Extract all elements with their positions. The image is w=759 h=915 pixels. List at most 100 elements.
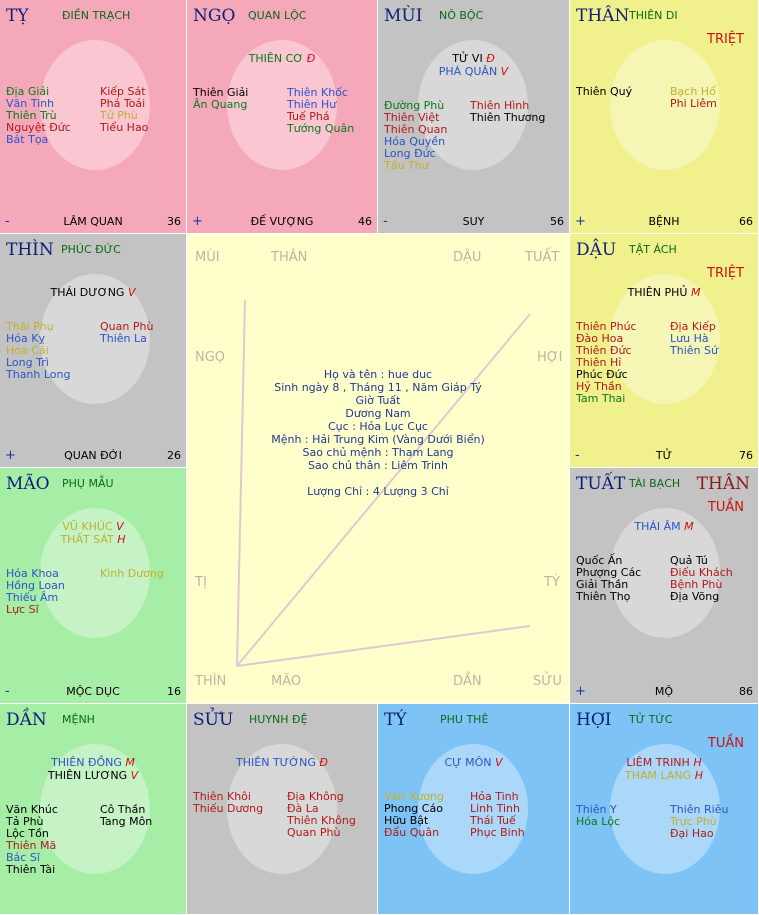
main-stars: LIÊM TRINH H THAM LANG H xyxy=(570,756,758,782)
minor-star: Thiên Đức xyxy=(576,344,632,357)
minor-star: Thiên Quan xyxy=(384,123,448,136)
minor-star: Phong Cáo xyxy=(384,802,443,815)
minor-star: Thanh Long xyxy=(6,368,71,381)
minor-star: Thiên Khôi xyxy=(193,790,251,803)
age-range: 86 xyxy=(739,685,753,698)
minor-star: Địa Võng xyxy=(670,590,720,603)
main-stars: THÁI ÂM M xyxy=(570,520,758,533)
minor-stars-right: Bạch Hổ Phi Liêm xyxy=(670,86,717,110)
animal-illustration xyxy=(610,40,720,170)
main-star-name: THÁI ÂM xyxy=(634,520,681,533)
minor-star: Trực Phù xyxy=(670,815,717,828)
minor-stars-left: Quốc Ấn Phượng Các Giải Thần Thiên Thọ xyxy=(576,555,641,603)
palace-footer: - LÂM QUAN 36 xyxy=(0,214,186,229)
void-tag: TRIỆT xyxy=(707,32,744,47)
main-stars: THIÊN TƯỚNG Đ xyxy=(187,756,377,769)
minor-star: Quan Phù xyxy=(287,826,341,839)
main-star-name: THIÊN LƯƠNG xyxy=(47,769,128,782)
minor-star: Hỷ Thần xyxy=(576,380,622,393)
minor-stars-right: Thiên Riêu Trực Phù Đại Hao xyxy=(670,804,728,840)
center-label-suu: SỬU xyxy=(533,674,562,689)
minor-star: Đà La xyxy=(287,802,319,815)
palace-suu: SỬU HUYNH ĐỆ THIÊN TƯỚNG Đ Thiên Khôi Thiếu … xyxy=(187,704,378,915)
info-luong-chi: Lượng Chỉ : 4 Lượng 3 Chỉ xyxy=(307,485,449,498)
main-star-name: VŨ KHÚC xyxy=(62,520,113,533)
minor-star: Thiếu Dương xyxy=(193,802,264,815)
main-star: THIÊN TƯỚNG Đ xyxy=(187,756,377,769)
minor-star: Hóa Lộc xyxy=(576,815,621,828)
main-star-quality: M xyxy=(690,286,701,299)
minor-star: Thiên Phúc xyxy=(576,320,637,333)
minor-star: Bác Sĩ xyxy=(6,851,40,864)
age-range: 46 xyxy=(358,215,372,228)
minor-star: Thái Phụ xyxy=(6,320,54,333)
minor-stars-left: Thiên Khôi Thiếu Dương xyxy=(193,791,263,815)
minor-star: Phục Binh xyxy=(470,826,525,839)
main-star-quality: H xyxy=(693,756,702,769)
earthly-branch-label: DẦN xyxy=(6,710,47,730)
palace-footer: - MỘC DỤC 16 xyxy=(0,684,186,699)
palace-footer: - TỬ 76 xyxy=(570,448,758,463)
main-stars: CỰ MÔN V xyxy=(378,756,569,769)
animal-illustration xyxy=(418,744,528,874)
yin-yang-sign: + xyxy=(192,214,203,229)
main-star: TỬ VI Đ xyxy=(378,52,569,65)
main-star-quality: Đ xyxy=(319,756,328,769)
minor-star: Tiểu Hao xyxy=(100,121,149,134)
life-stage: LÂM QUAN xyxy=(63,215,123,228)
main-star-quality: H xyxy=(117,533,126,546)
animal-illustration xyxy=(40,40,150,170)
minor-star: Thiên Việt xyxy=(384,111,440,124)
animal-illustration xyxy=(610,744,720,874)
center-info-panel: MÙI THÂN DẬU TUẤT NGỌ HỢI TỊ TÝ THÌN MÃO… xyxy=(187,234,570,704)
minor-stars-right: Quan Phù Thiên La xyxy=(100,321,153,345)
center-label-mao: MÃO xyxy=(271,674,302,689)
center-label-hoi: HỢI xyxy=(537,350,563,365)
main-star: CỰ MÔN V xyxy=(378,756,569,769)
palace-name: THIÊN DI xyxy=(629,9,678,22)
minor-star: Hóa Quyền xyxy=(384,135,446,148)
yin-yang-sign: - xyxy=(5,684,10,699)
minor-star: Long Trì xyxy=(6,356,49,369)
info-name: Họ và tên : hue duc xyxy=(323,368,433,381)
minor-star: Quốc Ấn xyxy=(576,554,623,567)
minor-star: Bạch Hổ xyxy=(670,85,716,98)
main-star: THAM LANG H xyxy=(570,769,758,782)
minor-stars-right: Hỏa Tinh Linh Tinh Thái Tuế Phục Binh xyxy=(470,791,525,839)
yin-yang-sign: + xyxy=(575,684,586,699)
minor-stars-right: Quả Tú Điếu Khách Bệnh Phù Địa Võng xyxy=(670,555,733,603)
main-star-quality: V xyxy=(494,756,503,769)
minor-star: Văn Khúc xyxy=(6,803,58,816)
minor-star: Thiên Mã xyxy=(6,839,57,852)
minor-star: Phá Toái xyxy=(100,97,146,110)
minor-star: Hóa Kỵ xyxy=(6,332,45,345)
minor-star: Hồng Loan xyxy=(6,579,65,592)
info-birth-hour: Giờ Tuất xyxy=(355,394,401,407)
main-star: THIÊN LƯƠNG V xyxy=(0,769,186,782)
earthly-branch-label: HỢI xyxy=(576,710,612,730)
minor-star: Văn Tinh xyxy=(6,97,55,110)
minor-stars-right: Thiên Khốc Thiên Hư Tuế Phá Tướng Quân xyxy=(287,87,354,135)
center-label-thin: THÌN xyxy=(195,674,227,689)
life-stage: QUAN ĐỚI xyxy=(64,449,122,462)
main-star-quality: H xyxy=(694,769,703,782)
animal-illustration xyxy=(40,274,150,404)
palace-footer: + MỘ 86 xyxy=(570,684,758,699)
palace-dan: DẦN MỆNH THIÊN ĐỒNG M THIÊN LƯƠNG V Văn Khúc… xyxy=(0,704,187,915)
age-range: 66 xyxy=(739,215,753,228)
minor-star: Kiếp Sát xyxy=(100,85,146,98)
age-range: 26 xyxy=(167,449,181,462)
main-stars: THIÊN CƠ Đ xyxy=(187,52,377,65)
life-stage: TỬ xyxy=(655,449,673,462)
yin-yang-sign: + xyxy=(575,214,586,229)
main-star: THIÊN ĐỒNG M xyxy=(0,756,186,769)
center-label-ngo: NGỌ xyxy=(195,350,226,365)
main-star: VŨ KHÚC V xyxy=(0,520,186,533)
main-star: THIÊN CƠ Đ xyxy=(187,52,377,65)
main-stars: THIÊN PHỦ M xyxy=(570,286,758,299)
minor-star: Thiên Trù xyxy=(6,109,57,122)
palace-tuat: TUẤT TÀI BẠCH THÂN TUẦN THÁI ÂM M Quốc Ấn Phượ… xyxy=(570,468,759,704)
earthly-branch-label: NGỌ xyxy=(193,6,236,26)
animal-illustration xyxy=(227,40,337,170)
minor-stars-right: Kình Dương xyxy=(100,568,164,580)
